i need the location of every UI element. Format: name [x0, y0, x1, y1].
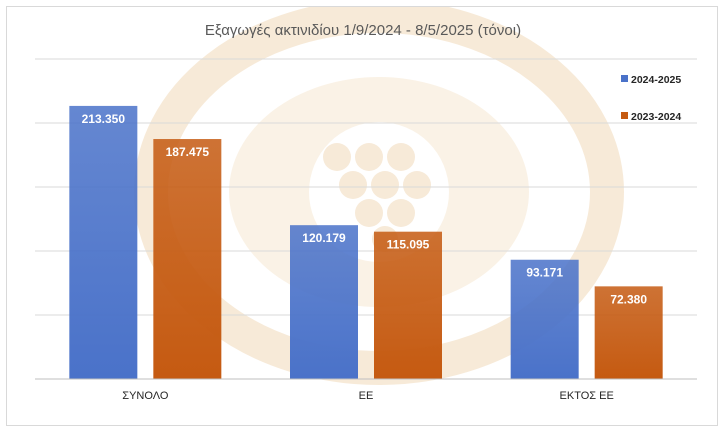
kiwi-exports-bar-chart: Εξαγωγές ακτινιδίου 1/9/2024 - 8/5/2025 …: [35, 7, 697, 402]
bars: 213.350 187.475 120.179 115.095 93.171 72.380: [69, 105, 663, 380]
legend-label-2023-2024: 2023-2024: [631, 111, 681, 123]
data-label-2023-2024-ΕΚΤΟΣ ΕΕ: 72.380: [610, 292, 647, 306]
bar-2023-2024-ΕΚΤΟΣ ΕΕ: [594, 286, 663, 379]
bar-2023-2024-ΣΥΝΟΛΟ: [153, 139, 222, 379]
chart-frame: Εξαγωγές ακτινιδίου 1/9/2024 - 8/5/2025 …: [6, 6, 718, 426]
data-label-2024-2025-ΕΚΤΟΣ ΕΕ: 93.171: [526, 266, 563, 280]
legend-swatch-2023-2024: [621, 112, 628, 119]
category-label: ΕΕ: [359, 390, 374, 402]
data-label-2023-2024-ΕΕ: 115.095: [387, 238, 430, 252]
category-axis: ΣΥΝΟΛΟ ΕΕ ΕΚΤΟΣ ΕΕ: [35, 378, 697, 402]
legend-label-2024-2025: 2024-2025: [631, 74, 681, 86]
category-label: ΣΥΝΟΛΟ: [122, 390, 169, 402]
legend-swatch-2024-2025: [621, 75, 628, 82]
bar-2024-2025-ΕΕ: [290, 225, 358, 379]
gridlines: [35, 58, 697, 316]
legend: 2024-2025 2023-2024: [621, 74, 681, 123]
bar-2023-2024-ΕΕ: [374, 231, 442, 379]
bar-2024-2025-ΕΚΤΟΣ ΕΕ: [510, 259, 579, 379]
data-label-2023-2024-ΣΥΝΟΛΟ: 187.475: [166, 145, 210, 159]
chart-title: Εξαγωγές ακτινιδίου 1/9/2024 - 8/5/2025 …: [205, 22, 521, 39]
category-label: ΕΚΤΟΣ ΕΕ: [560, 390, 614, 402]
bar-2024-2025-ΣΥΝΟΛΟ: [69, 105, 138, 380]
data-label-2024-2025-ΣΥΝΟΛΟ: 213.350: [82, 112, 126, 126]
data-label-2024-2025-ΕΕ: 120.179: [302, 231, 346, 245]
